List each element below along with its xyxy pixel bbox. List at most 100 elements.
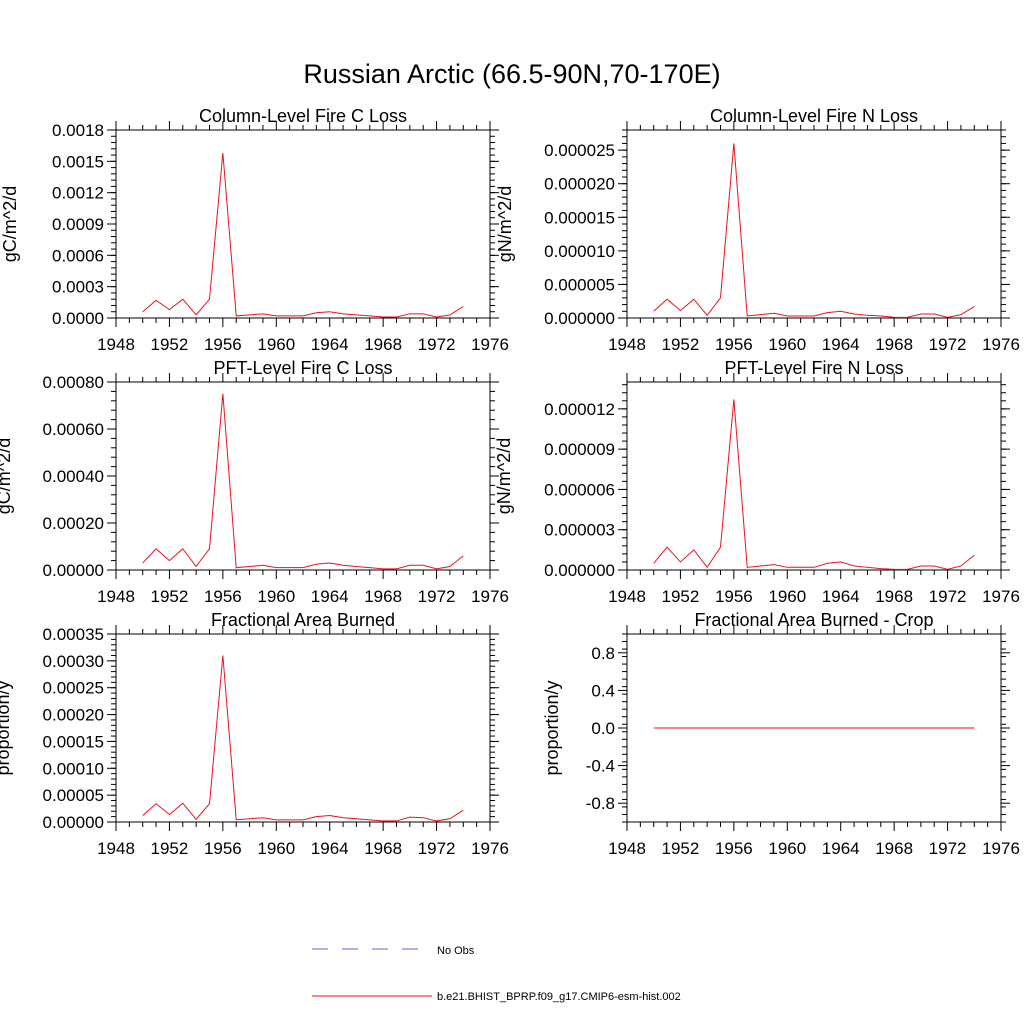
x-tick-label: 1964 — [311, 839, 349, 858]
y-tick-label: 0.000009 — [544, 440, 615, 459]
y-tick-label: 0.0015 — [52, 152, 104, 171]
x-tick-label: 1952 — [151, 587, 189, 606]
x-tick-label: 1972 — [418, 335, 456, 354]
x-tick-label: 1976 — [982, 587, 1020, 606]
panel-5: Fractional Area Burned proportion/y 1948 19… — [0, 610, 509, 858]
y-tick-label: 0.00000 — [43, 813, 104, 832]
y-tick-label: 0.4 — [591, 681, 615, 700]
x-tick-label: 1968 — [364, 587, 402, 606]
x-tick-label: 1976 — [471, 587, 509, 606]
x-tick-label: 1956 — [715, 587, 753, 606]
x-tick-label: 1952 — [151, 839, 189, 858]
x-tick-label: 1948 — [608, 839, 646, 858]
y-tick-label: 0.0003 — [52, 278, 104, 297]
x-tick-label: 1960 — [257, 335, 295, 354]
y-tick-label: 0.00020 — [43, 706, 104, 725]
x-tick-label: 1948 — [97, 335, 135, 354]
x-tick-label: 1964 — [822, 839, 860, 858]
x-tick-label: 1952 — [662, 839, 700, 858]
y-tick-label: 0.000006 — [544, 480, 615, 499]
series-line — [653, 399, 975, 570]
x-tick-label: 1976 — [471, 335, 509, 354]
y-tick-label: 0.00030 — [43, 652, 104, 671]
x-tick-label: 1964 — [822, 587, 860, 606]
plot-frame — [626, 129, 1002, 319]
x-tick-label: 1968 — [364, 335, 402, 354]
y-tick-label: 0.00025 — [43, 679, 104, 698]
y-tick-label: 0.00035 — [43, 625, 104, 644]
y-tick-label: -0.4 — [586, 757, 615, 776]
x-tick-label: 1960 — [768, 587, 806, 606]
x-tick-label: 1976 — [471, 839, 509, 858]
x-tick-label: 1968 — [875, 335, 913, 354]
x-tick-label: 1948 — [608, 335, 646, 354]
panel-6: Fractional Area Burned - Crop proportion/… — [542, 610, 1020, 858]
y-tick-label: 0.00020 — [43, 514, 104, 533]
y-tick-label: 0.000005 — [544, 275, 615, 294]
y-tick-label: 0.000015 — [544, 208, 615, 227]
y-tick-label: 0.0006 — [52, 246, 104, 265]
plot-frame — [626, 381, 1002, 571]
x-tick-label: 1972 — [418, 587, 456, 606]
panel-title: PFT-Level Fire C Loss — [213, 358, 392, 378]
x-tick-label: 1956 — [204, 335, 242, 354]
y-tick-label: 0.000012 — [544, 400, 615, 419]
y-axis-label: gN/m^2/d — [494, 438, 514, 514]
y-axis-label: proportion/y — [0, 680, 13, 775]
y-tick-label: -0.8 — [586, 794, 615, 813]
y-tick-label: 0.000025 — [544, 141, 615, 160]
plot-frame — [115, 129, 491, 319]
y-tick-label: 0.000020 — [544, 175, 615, 194]
y-tick-label: 0.0000 — [52, 309, 104, 328]
y-axis-label: gC/m^2/d — [0, 186, 20, 262]
y-tick-label: 0.0018 — [52, 121, 104, 140]
y-axis-label: gN/m^2/d — [495, 186, 515, 262]
x-tick-label: 1960 — [257, 587, 295, 606]
x-tick-label: 1968 — [875, 587, 913, 606]
panel-title: Column-Level Fire N Loss — [710, 106, 918, 126]
x-tick-label: 1952 — [662, 587, 700, 606]
x-tick-label: 1948 — [608, 587, 646, 606]
figure-title: Russian Arctic (66.5-90N,70-170E) — [303, 59, 720, 89]
y-tick-label: 0.000000 — [544, 561, 615, 580]
x-tick-label: 1956 — [715, 839, 753, 858]
y-tick-label: 0.000000 — [544, 309, 615, 328]
y-tick-label: 0.00080 — [43, 373, 104, 392]
x-tick-label: 1972 — [929, 839, 967, 858]
x-tick-label: 1972 — [929, 587, 967, 606]
panel-title: Fractional Area Burned — [211, 610, 395, 630]
y-tick-label: 0.0009 — [52, 215, 104, 234]
panels: Column-Level Fire C Loss gC/m^2/d 1948 1952… — [0, 106, 1020, 858]
x-tick-label: 1956 — [204, 587, 242, 606]
y-axis-label: proportion/y — [542, 680, 562, 775]
x-tick-label: 1964 — [311, 335, 349, 354]
x-tick-label: 1960 — [768, 839, 806, 858]
y-tick-label: 0.00015 — [43, 732, 104, 751]
series-line — [653, 143, 975, 318]
plot-frame — [115, 381, 491, 571]
panel-title: PFT-Level Fire N Loss — [724, 358, 903, 378]
y-tick-label: 0.00010 — [43, 759, 104, 778]
panel-1: Column-Level Fire C Loss gC/m^2/d 1948 1952… — [0, 106, 509, 354]
x-tick-label: 1952 — [151, 335, 189, 354]
x-tick-label: 1972 — [929, 335, 967, 354]
y-tick-label: 0.00040 — [43, 467, 104, 486]
y-tick-label: 0.0012 — [52, 184, 104, 203]
panel-4: PFT-Level Fire N Loss gN/m^2/d 1948 1952 195… — [494, 358, 1020, 606]
x-tick-label: 1964 — [311, 587, 349, 606]
plot-frame — [115, 633, 491, 823]
x-tick-label: 1964 — [822, 335, 860, 354]
y-tick-label: 0.8 — [591, 644, 615, 663]
x-tick-label: 1960 — [257, 839, 295, 858]
x-tick-label: 1976 — [982, 839, 1020, 858]
y-tick-label: 0.00000 — [43, 561, 104, 580]
y-tick-label: 0.00060 — [43, 420, 104, 439]
panel-title: Column-Level Fire C Loss — [199, 106, 407, 126]
panel-2: Column-Level Fire N Loss gN/m^2/d 1948 1952… — [495, 106, 1020, 354]
x-tick-label: 1948 — [97, 839, 135, 858]
legend-obs-label: No Obs — [437, 945, 475, 957]
legend: No Obs b.e21.BHIST_BPRP.f09_g17.CMIP6-es… — [312, 945, 681, 1003]
x-tick-label: 1968 — [875, 839, 913, 858]
panel-title: Fractional Area Burned - Crop — [694, 610, 933, 630]
